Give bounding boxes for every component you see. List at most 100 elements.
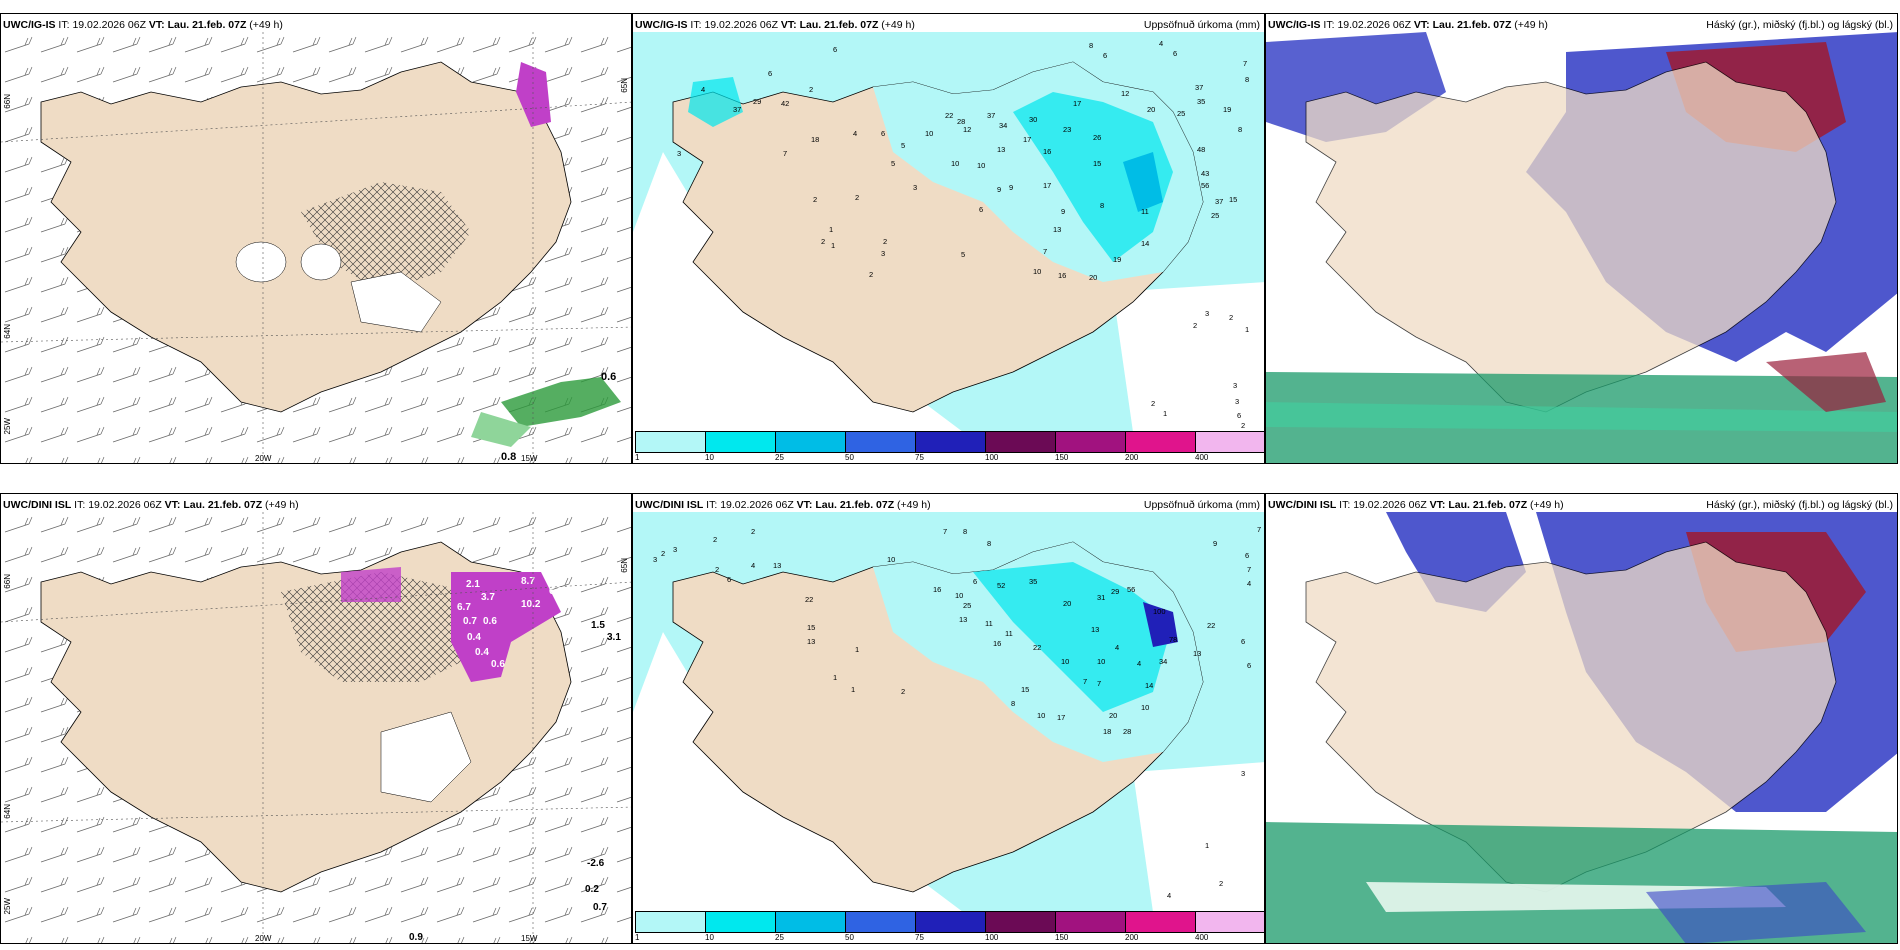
value-label: 0.4 <box>467 632 481 643</box>
precip-label: 8 <box>1100 201 1104 210</box>
precip-label: 25 <box>963 601 971 610</box>
precip-label: 8 <box>963 527 967 536</box>
panel-wind-igis: UWC/IG-IS IT: 19.02.2026 06Z VT: Lau. 21… <box>0 13 632 464</box>
colorbar-label: 25 <box>775 933 784 942</box>
precip-label: 56 <box>1201 181 1209 190</box>
value-label: 0.7 <box>593 902 607 913</box>
precip-label: 7 <box>1257 525 1261 534</box>
lat-label: 65N <box>620 558 629 573</box>
colorbar-segment <box>706 432 776 452</box>
colorbar-segment <box>636 912 706 932</box>
precip-label: 11 <box>985 619 993 628</box>
precip-label: 5 <box>901 141 905 150</box>
precip-label: 6 <box>979 205 983 214</box>
value-label: 0.8 <box>501 451 516 463</box>
precip-label: 100 <box>1153 607 1166 616</box>
map-precip-2: 2 3 3 2 2 2 6 4 13 22 15 13 10 1 1 2 1 7… <box>633 512 1264 912</box>
precip-label: 15 <box>1093 159 1101 168</box>
precip-label: 10 <box>977 161 985 170</box>
colorbar-label: 200 <box>1125 933 1139 942</box>
colorbar-label: 150 <box>1055 933 1069 942</box>
precip-label: 9 <box>1213 539 1217 548</box>
precip-label: 8 <box>1011 699 1015 708</box>
precip-label: 29 <box>1111 587 1119 596</box>
precip-label: 3 <box>913 183 917 192</box>
precip-label: 7 <box>1243 59 1247 68</box>
panel-subtitle: Háský (gr.), miðský (fj.bl.) og lágský (… <box>1706 19 1893 31</box>
precip-label: 42 <box>781 99 789 108</box>
precip-label: 13 <box>997 145 1005 154</box>
precip-label: 30 <box>1029 115 1037 124</box>
panel-title: UWC/DINI ISL IT: 19.02.2026 06Z VT: Lau.… <box>635 499 931 511</box>
value-label: 0.4 <box>475 647 489 658</box>
precip-label: 2 <box>1151 399 1155 408</box>
precip-label: 8 <box>1245 75 1249 84</box>
precip-label: 10 <box>1141 703 1149 712</box>
precip-label: 23 <box>1063 125 1071 134</box>
precip-label: 2 <box>869 270 873 279</box>
precip-label: 52 <box>997 581 1005 590</box>
lat-label: 66N <box>3 574 12 589</box>
precip-label: 1 <box>833 673 837 682</box>
panel-title: UWC/DINI ISL IT: 19.02.2026 06Z VT: Lau.… <box>1268 499 1564 511</box>
precip-label: 3 <box>1235 397 1239 406</box>
precip-label: 43 <box>1201 169 1209 178</box>
lat-label: 25W <box>3 898 12 915</box>
precip-label: 4 <box>1137 659 1141 668</box>
precip-label: 29 <box>753 97 761 106</box>
precip-label: 7 <box>1043 247 1047 256</box>
precip-label: 18 <box>811 135 819 144</box>
precip-label: 16 <box>933 585 941 594</box>
precip-label: 10 <box>1061 657 1069 666</box>
colorbar-segment <box>706 912 776 932</box>
colorbar-segment <box>1126 912 1196 932</box>
panel-title: UWC/IG-IS IT: 19.02.2026 06Z VT: Lau. 21… <box>3 19 283 31</box>
value-label: 0.6 <box>483 616 497 627</box>
value-label: 0.7 <box>463 616 477 627</box>
precip-label: 37 <box>987 111 995 120</box>
precip-label: 4 <box>1159 39 1163 48</box>
colorbar-segment <box>916 912 986 932</box>
panel-title: UWC/IG-IS IT: 19.02.2026 06Z VT: Lau. 21… <box>635 19 915 31</box>
precip-label: 10 <box>925 129 933 138</box>
precip-label: 19 <box>1223 105 1231 114</box>
precip-label: 5 <box>961 250 965 259</box>
colorbar-label: 400 <box>1195 933 1209 942</box>
precip-label: 12 <box>963 125 971 134</box>
precip-label: 2 <box>901 687 905 696</box>
precip-label: 35 <box>1197 97 1205 106</box>
value-label: 6.7 <box>457 602 471 613</box>
precip-label: 19 <box>1113 255 1121 264</box>
precip-label: 28 <box>957 117 965 126</box>
precip-label: 15 <box>1229 195 1237 204</box>
lon-label: 15W <box>521 934 538 943</box>
precip-label: 3 <box>1241 769 1245 778</box>
value-label: 0.6 <box>491 659 505 670</box>
precip-label: 2 <box>1241 421 1245 430</box>
colorbar-segment <box>846 912 916 932</box>
colorbar-segment <box>846 432 916 452</box>
precip-label: 6 <box>1103 51 1107 60</box>
precip-label: 13 <box>959 615 967 624</box>
precip-label: 20 <box>1109 711 1117 720</box>
colorbar-segment <box>636 432 706 452</box>
precip-label: 2 <box>1193 321 1197 330</box>
precip-label: 6 <box>973 577 977 586</box>
map-clouds-1 <box>1266 32 1897 463</box>
value-label: 3.1 <box>607 632 621 643</box>
precip-label: 17 <box>1043 181 1051 190</box>
precip-label: 13 <box>1091 625 1099 634</box>
precip-label: 10 <box>887 555 895 564</box>
precip-label: 10 <box>1033 267 1041 276</box>
precip-label: 10 <box>955 591 963 600</box>
iceland-land <box>40 61 572 413</box>
panel-subtitle: Uppsöfnuð úrkoma (mm) <box>1143 19 1260 31</box>
colorbar-label: 100 <box>985 453 999 462</box>
precip-label: 20 <box>1089 273 1097 282</box>
precip-label: 22 <box>1207 621 1215 630</box>
colorbar-segment <box>776 432 846 452</box>
colorbar-segment <box>986 912 1056 932</box>
colorbar-segment <box>986 432 1056 452</box>
panel-title: UWC/DINI ISL IT: 19.02.2026 06Z VT: Lau.… <box>3 499 299 511</box>
colorbar-segment <box>1196 432 1264 452</box>
